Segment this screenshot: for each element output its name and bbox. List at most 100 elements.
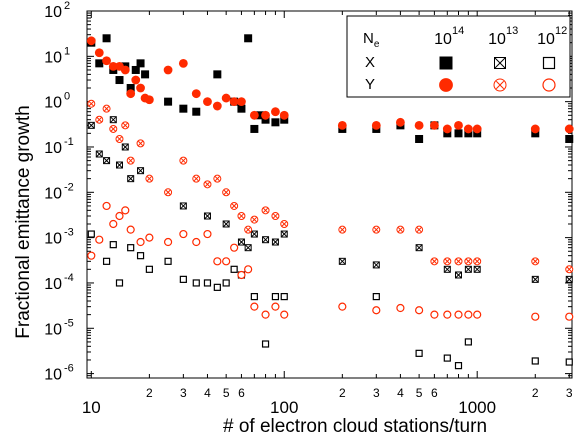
point-open-circle	[203, 229, 212, 239]
point-crossed-square	[137, 167, 145, 175]
point-crossed-circle	[464, 257, 473, 266]
point-open-circle	[213, 257, 222, 266]
point-crossed-square	[473, 265, 481, 273]
point-crossed-circle	[244, 225, 253, 234]
point-open-circle	[372, 306, 381, 315]
point-open-circle	[237, 270, 246, 280]
point-filled-circle	[396, 117, 405, 127]
legend-row-y-label: Y	[365, 76, 375, 93]
point-crossed-circle	[203, 180, 212, 189]
point-filled-circle	[136, 83, 145, 93]
point-crossed-circle	[179, 156, 188, 165]
point-open-circle	[430, 310, 439, 319]
y-tick-exponent: -5	[64, 317, 74, 329]
point-crossed-circle	[493, 78, 507, 92]
point-open-square	[250, 293, 258, 301]
point-filled-circle	[94, 48, 104, 58]
point-open-circle	[136, 237, 145, 247]
point-open-square	[443, 354, 451, 362]
point-filled-circle	[131, 75, 141, 85]
legend-column-exponent: 12	[555, 25, 567, 37]
point-open-circle	[454, 310, 463, 319]
point-open-circle	[415, 306, 424, 315]
point-crossed-circle	[115, 134, 124, 143]
legend-box	[346, 15, 571, 98]
point-filled-circle	[472, 124, 482, 134]
x-tick-label: 1000	[458, 398, 496, 417]
point-open-circle	[396, 303, 405, 313]
point-filled-circle	[564, 124, 574, 134]
point-open-square	[145, 265, 153, 273]
point-filled-square	[415, 134, 424, 143]
legend-header-label: Ne	[363, 30, 380, 50]
point-open-circle	[87, 251, 96, 260]
point-open-circle	[163, 237, 173, 247]
point-filled-circle	[102, 56, 111, 66]
point-crossed-square	[87, 121, 95, 129]
y-tick-label: 10	[44, 140, 62, 157]
point-open-circle	[542, 78, 556, 92]
point-filled-circle	[414, 120, 424, 130]
point-filled-circle	[463, 124, 473, 134]
point-crossed-circle	[102, 104, 111, 113]
point-filled-square	[565, 134, 574, 143]
point-filled-square	[115, 76, 124, 85]
point-crossed-square	[531, 275, 539, 283]
point-crossed-circle	[213, 174, 222, 183]
x-tick-label: 3	[566, 386, 573, 400]
point-filled-circle	[429, 120, 439, 130]
point-open-square	[164, 257, 172, 265]
point-open-circle	[230, 243, 239, 252]
point-crossed-square	[237, 238, 245, 246]
point-crossed-square	[203, 212, 211, 220]
legend-columns: 10 14 10 13 10 12	[434, 25, 567, 48]
point-filled-circle	[439, 78, 453, 92]
legend-row-x-label: X	[365, 54, 375, 71]
y-tick-exponent: -3	[64, 227, 74, 239]
point-crossed-square	[372, 261, 380, 269]
axis-ticks	[87, 10, 572, 379]
point-filled-circle	[454, 120, 463, 130]
point-crossed-circle	[531, 257, 540, 266]
x-tick-label: 5	[416, 386, 423, 400]
point-crossed-circle	[192, 174, 201, 183]
point-open-square	[531, 357, 539, 365]
y-tick-exponent: 0	[64, 91, 70, 103]
point-crossed-square	[244, 244, 252, 252]
point-open-square	[203, 279, 212, 287]
point-open-square	[213, 283, 221, 291]
y-tick-label: 10	[44, 185, 62, 202]
point-crossed-circle	[87, 99, 96, 108]
point-crossed-circle	[473, 257, 482, 266]
point-filled-square	[256, 111, 265, 120]
point-crossed-circle	[565, 265, 574, 274]
point-open-square	[372, 293, 380, 301]
point-crossed-square	[415, 244, 423, 252]
legend-column-label: 10	[434, 31, 452, 48]
point-crossed-circle	[95, 115, 104, 124]
point-open-circle	[121, 206, 130, 215]
point-crossed-circle	[126, 156, 135, 165]
point-crossed-square	[280, 230, 288, 238]
y-tick-exponent: -4	[64, 272, 74, 284]
point-filled-square	[131, 65, 140, 74]
legend-header-sub: e	[374, 39, 380, 50]
point-filled-square	[164, 97, 173, 106]
legend-markers	[439, 56, 556, 92]
point-crossed-circle	[136, 139, 145, 148]
point-filled-circle	[86, 36, 96, 46]
point-crossed-circle	[396, 225, 405, 234]
point-filled-circle	[371, 120, 381, 130]
point-crossed-circle	[121, 121, 130, 130]
point-crossed-square	[103, 157, 111, 165]
y-axis-title: Fractional emittance growth	[13, 105, 34, 338]
y-tick-exponent: -2	[64, 181, 74, 193]
y-tick-label: 10	[44, 231, 62, 248]
x-tick-label: 2	[146, 386, 153, 400]
point-filled-square	[141, 70, 150, 79]
x-tick-label: 10	[82, 398, 101, 417]
point-filled-circle	[249, 110, 259, 120]
point-filled-circle	[237, 97, 246, 107]
